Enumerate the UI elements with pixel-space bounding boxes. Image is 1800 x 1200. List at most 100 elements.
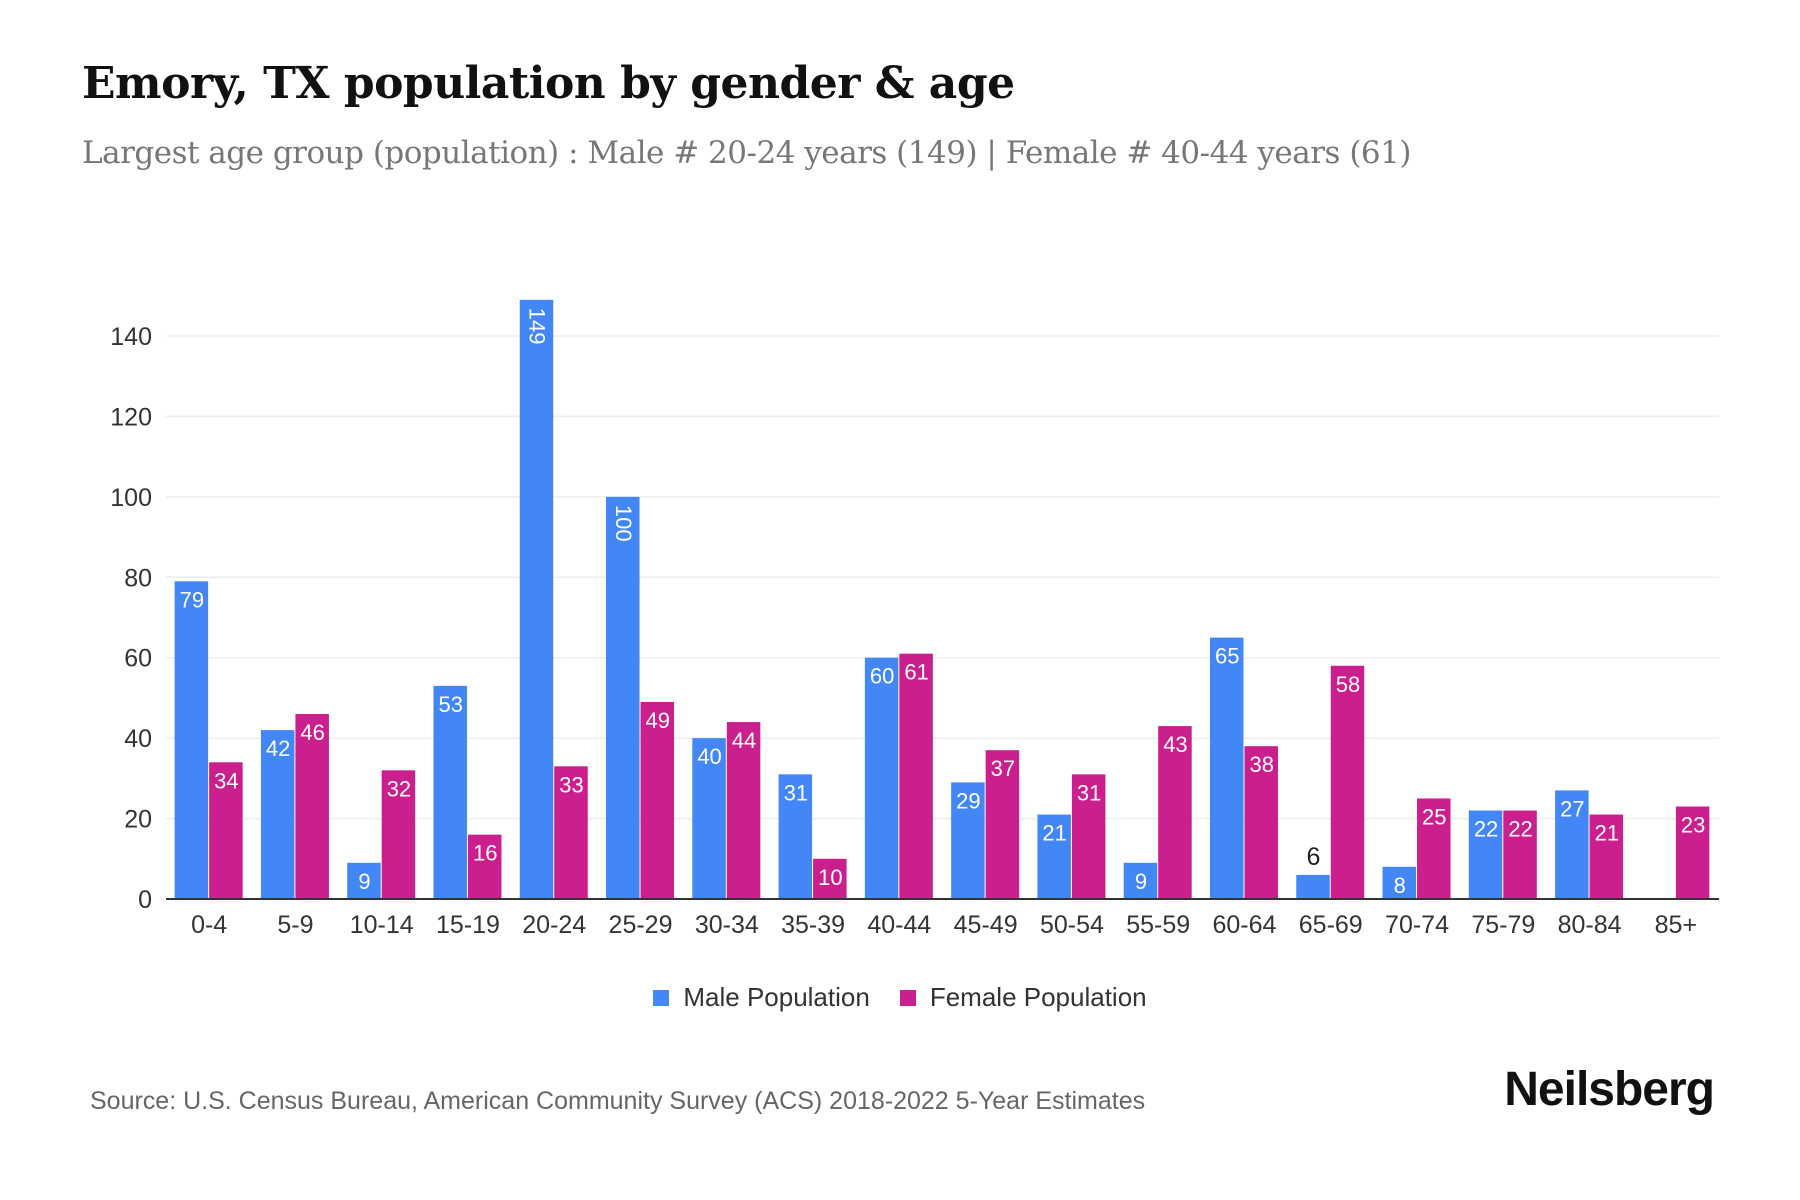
bar-male (347, 862, 381, 899)
bar-male (519, 299, 554, 899)
y-tick-label: 0 (138, 886, 152, 914)
y-tick-label: 20 (124, 806, 152, 834)
bar-female (1330, 665, 1365, 899)
bar-female (554, 766, 588, 899)
data-label: 22 (1508, 817, 1532, 842)
x-tick-label: 85+ (1655, 911, 1697, 939)
bar-male (1123, 862, 1158, 899)
data-label: 21 (1042, 821, 1066, 846)
bar-male (1555, 790, 1589, 899)
data-label: 44 (732, 728, 756, 753)
bar-female (1589, 814, 1624, 899)
x-tick-label: 50-54 (1040, 911, 1104, 939)
legend-item-female: Female Population (899, 982, 1147, 1013)
data-label: 9 (358, 869, 370, 894)
bar-male (260, 730, 295, 899)
legend-swatch-female (899, 989, 916, 1006)
x-tick-label: 15-19 (436, 911, 500, 939)
data-label: 27 (1560, 796, 1584, 821)
data-label: 37 (991, 756, 1015, 781)
y-tick-label: 140 (110, 323, 152, 351)
data-label: 31 (1077, 780, 1101, 805)
y-tick-label: 60 (124, 645, 152, 673)
x-tick-label: 0-4 (191, 911, 227, 939)
data-label: 6 (1307, 843, 1321, 871)
bar-male (778, 774, 813, 899)
bar-female (1158, 726, 1192, 899)
data-label: 34 (214, 768, 238, 793)
data-label: 60 (870, 664, 894, 689)
x-tick-label: 25-29 (609, 911, 673, 939)
data-label: 100 (611, 505, 636, 542)
data-label: 21 (1595, 821, 1619, 846)
data-label: 8 (1394, 873, 1406, 898)
x-tick-label: 45-49 (954, 911, 1018, 939)
data-label: 53 (438, 692, 462, 717)
data-label: 79 (180, 587, 204, 612)
bar-female (295, 714, 329, 899)
data-label: 58 (1336, 672, 1360, 697)
data-label: 29 (956, 788, 980, 813)
data-label: 31 (784, 780, 808, 805)
data-label: 149 (525, 308, 550, 345)
bar-female (985, 750, 1020, 899)
data-label: 46 (300, 720, 324, 745)
bar-female (1503, 810, 1537, 899)
bar-female (640, 701, 675, 899)
data-label: 22 (1474, 817, 1498, 842)
bar-female (381, 770, 416, 899)
data-label: 16 (473, 841, 497, 866)
data-label: 9 (1135, 869, 1147, 894)
x-tick-label: 60-64 (1212, 911, 1276, 939)
data-label: 10 (818, 865, 842, 890)
x-tick-label: 75-79 (1471, 911, 1535, 939)
legend-label-male: Male Population (683, 982, 870, 1012)
chart-title: Emory, TX population by gender & age (82, 58, 1015, 109)
legend-item-male: Male Population (653, 982, 870, 1013)
bar-female (467, 834, 502, 899)
source-note: Source: U.S. Census Bureau, American Com… (90, 1087, 1146, 1115)
x-tick-label: 70-74 (1385, 911, 1449, 939)
data-label: 25 (1422, 804, 1446, 829)
bar-male (864, 657, 899, 899)
x-tick-label: 40-44 (867, 911, 931, 939)
data-label: 61 (904, 660, 928, 685)
data-label: 42 (266, 736, 290, 761)
x-tick-label: 30-34 (695, 911, 759, 939)
y-tick-label: 120 (110, 403, 152, 431)
bar-female (726, 722, 761, 899)
x-tick-label: 20-24 (522, 911, 586, 939)
data-label: 23 (1681, 813, 1705, 838)
legend: Male Population Female Population (0, 982, 1800, 1013)
bar-female (1417, 798, 1451, 899)
bar-male (433, 685, 467, 899)
data-label: 38 (1249, 752, 1273, 777)
bar-male (951, 782, 985, 899)
bar-male (1468, 810, 1503, 899)
bar-female (1244, 746, 1278, 899)
legend-label-female: Female Population (929, 982, 1147, 1012)
y-tick-label: 40 (124, 725, 152, 753)
chart-subtitle: Largest age group (population) : Male # … (82, 135, 1411, 171)
legend-swatch-male (653, 989, 670, 1006)
bar-female (813, 858, 847, 899)
data-label: 43 (1163, 732, 1187, 757)
data-label: 33 (559, 772, 583, 797)
data-label: 65 (1215, 644, 1239, 669)
bar-male (606, 496, 640, 899)
bar-female (899, 653, 933, 899)
y-tick-label: 80 (124, 564, 152, 592)
data-label: 32 (387, 776, 411, 801)
x-tick-label: 5-9 (277, 911, 313, 939)
bar-male (1296, 874, 1330, 899)
bar-female (209, 762, 243, 899)
x-tick-label: 10-14 (350, 911, 414, 939)
bar-male (692, 738, 726, 899)
x-tick-label: 80-84 (1558, 911, 1622, 939)
x-tick-label: 55-59 (1126, 911, 1190, 939)
bar-male (1382, 866, 1417, 899)
bar-female (1675, 806, 1710, 899)
data-label: 40 (697, 744, 721, 769)
bar-male (1037, 814, 1071, 899)
